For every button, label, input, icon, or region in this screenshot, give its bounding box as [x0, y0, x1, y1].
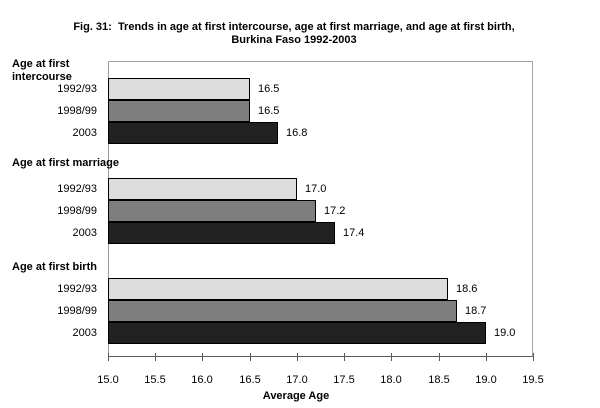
category-label: 1992/93 — [57, 283, 97, 295]
group-label-3: Age at first birth — [12, 261, 97, 273]
bar-1992-93 — [108, 278, 448, 300]
x-tick-label: 15.0 — [97, 374, 119, 386]
x-tick-label: 16.0 — [191, 374, 213, 386]
x-tick-mark — [533, 353, 534, 361]
bar-1998-99 — [108, 100, 250, 122]
category-label: 2003 — [72, 327, 97, 339]
x-tick-mark — [155, 353, 156, 361]
bar-2003 — [108, 222, 335, 244]
x-tick-mark — [297, 353, 298, 361]
category-label: 1998/99 — [57, 205, 97, 217]
value-label: 17.0 — [305, 183, 327, 195]
x-tick-label: 15.5 — [144, 374, 166, 386]
x-tick-mark — [250, 353, 251, 361]
chart-title-line-1: Fig. 31: Trends in age at first intercou… — [73, 21, 515, 33]
value-label: 17.4 — [343, 227, 365, 239]
value-label: 19.0 — [494, 327, 516, 339]
x-tick-label: 17.5 — [333, 374, 355, 386]
value-label: 18.7 — [465, 305, 487, 317]
value-label: 16.5 — [258, 105, 280, 117]
bar-1998-99 — [108, 300, 457, 322]
chart-title-line-2: Burkina Faso 1992-2003 — [231, 34, 357, 46]
group-label-1: Age at first intercourse — [12, 58, 72, 83]
bar-1992-93 — [108, 178, 297, 200]
category-label: 1998/99 — [57, 305, 97, 317]
value-label: 16.8 — [286, 127, 308, 139]
x-tick-label: 18.0 — [380, 374, 402, 386]
x-tick-mark — [108, 353, 109, 361]
x-tick-mark — [439, 353, 440, 361]
x-tick-mark — [202, 353, 203, 361]
x-tick-label: 19.0 — [475, 374, 497, 386]
bar-1998-99 — [108, 200, 316, 222]
x-tick-label: 19.5 — [522, 374, 544, 386]
category-label: 1992/93 — [57, 83, 97, 95]
bar-1992-93 — [108, 78, 250, 100]
category-label: 1992/93 — [57, 183, 97, 195]
value-label: 18.6 — [456, 283, 478, 295]
x-tick-label: 17.0 — [286, 374, 308, 386]
category-label: 2003 — [72, 227, 97, 239]
value-label: 16.5 — [258, 83, 280, 95]
x-tick-mark — [391, 353, 392, 361]
value-label: 17.2 — [324, 205, 346, 217]
x-tick-label: 18.5 — [428, 374, 450, 386]
category-label: 1998/99 — [57, 105, 97, 117]
x-tick-label: 16.5 — [239, 374, 261, 386]
x-axis-title: Average Age — [262, 390, 330, 402]
x-tick-mark — [344, 353, 345, 361]
group-label-2: Age at first marriage — [12, 157, 119, 169]
bar-2003 — [108, 322, 486, 344]
chart-title: Fig. 31: Trends in age at first intercou… — [0, 21, 588, 47]
x-tick-mark — [486, 353, 487, 361]
category-label: 2003 — [72, 127, 97, 139]
bar-2003 — [108, 122, 278, 144]
